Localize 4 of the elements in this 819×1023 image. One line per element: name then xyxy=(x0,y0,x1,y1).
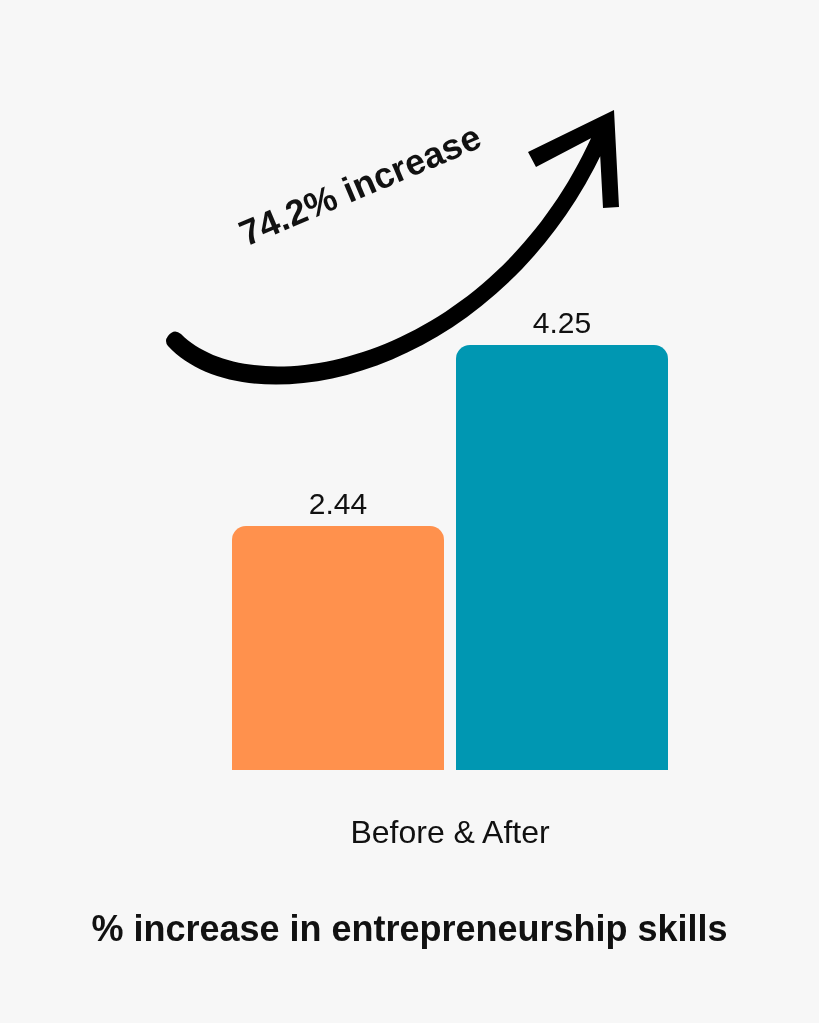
data-label: 4.25 xyxy=(532,305,592,339)
x-axis-title: Before & After xyxy=(350,814,550,850)
data-label: 2.44 xyxy=(308,486,368,520)
text: % increase in entrepreneurship skills xyxy=(91,907,728,949)
